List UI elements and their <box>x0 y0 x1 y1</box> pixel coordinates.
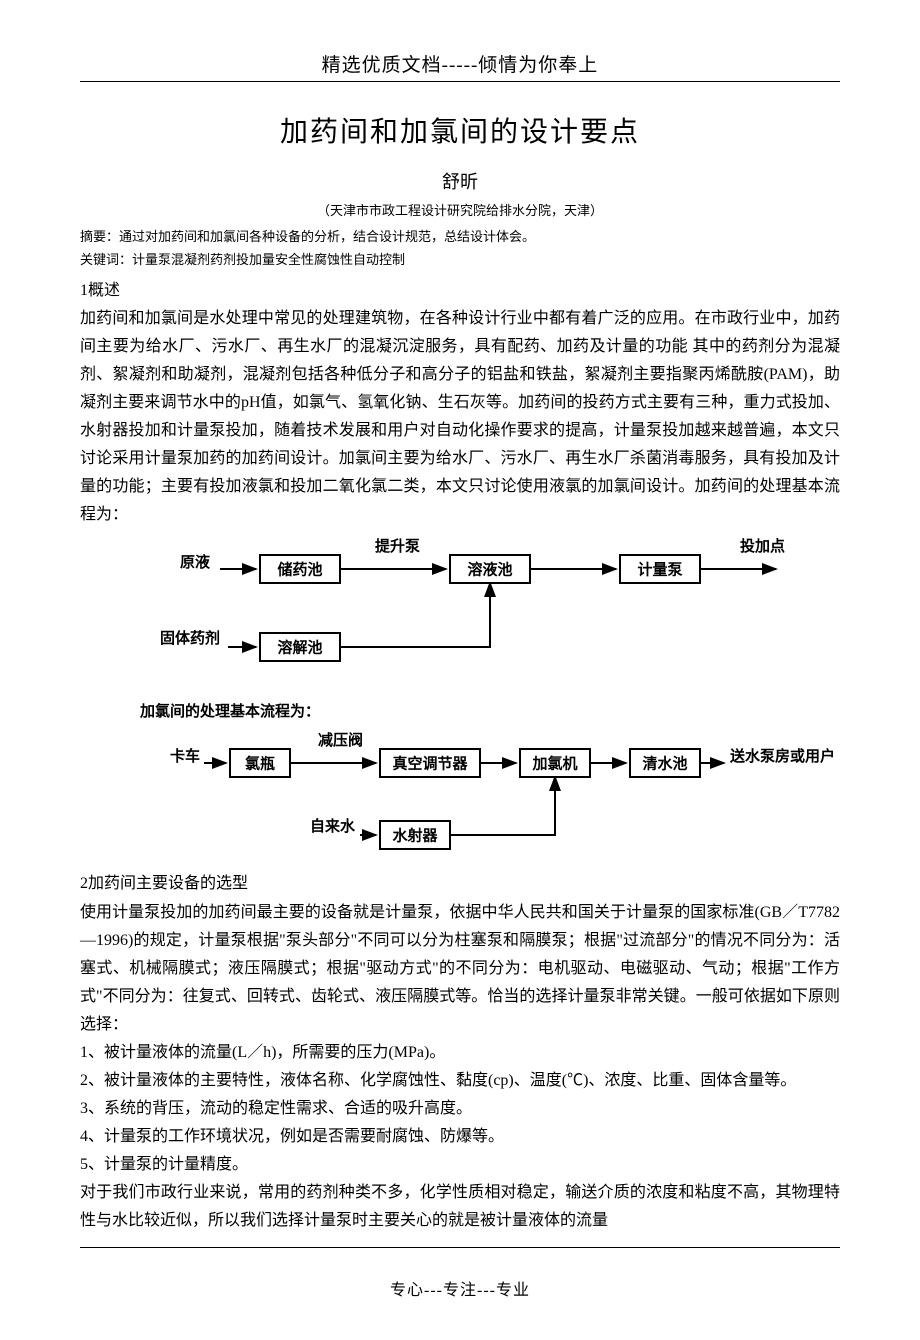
svg-text:原液: 原液 <box>180 553 211 571</box>
svg-text:减压阀: 减压阀 <box>318 731 363 749</box>
footer-rule <box>80 1247 840 1248</box>
flowchart-dosing: 原液 储药池 提升泵溶液池 计量泵 投加点固体药剂溶解池 <box>140 537 840 682</box>
section-2-heading: 2加药间主要设备的选型 <box>80 870 840 899</box>
svg-text:自来水: 自来水 <box>310 817 356 835</box>
page-footer: 专心---专注---专业 <box>80 1276 840 1300</box>
affiliation: （天津市市政工程设计研究院给排水分院，天津） <box>80 200 840 219</box>
svg-text:计量泵: 计量泵 <box>637 561 682 579</box>
svg-text:卡车: 卡车 <box>170 747 200 765</box>
section-2-li1: 1、被计量液体的流量(L／h)，所需要的压力(MPa)。 <box>80 1039 840 1067</box>
keywords: 关键词：计量泵混凝剂药剂投加量安全性腐蚀性自动控制 <box>80 250 840 271</box>
svg-text:投加点: 投加点 <box>740 537 785 555</box>
svg-text:真空调节器: 真空调节器 <box>392 755 468 773</box>
title: 加药间和加氯间的设计要点 <box>80 110 840 150</box>
section-2-li5: 5、计量泵的计量精度。 <box>80 1151 840 1179</box>
section-2-li3: 3、系统的背压，流动的稳定性需求、合适的吸升高度。 <box>80 1095 840 1123</box>
abstract-label: 摘要： <box>80 229 119 244</box>
svg-text:溶液池: 溶液池 <box>467 561 512 579</box>
section-2-li2: 2、被计量液体的主要特性，液体名称、化学腐蚀性、黏度(cp)、温度(℃)、浓度、… <box>80 1067 840 1095</box>
keywords-text: 计量泵混凝剂药剂投加量安全性腐蚀性自动控制 <box>132 252 405 267</box>
svg-text:提升泵: 提升泵 <box>375 538 420 555</box>
abstract: 摘要：通过对加药间和加氯间各种设备的分析，结合设计规范，总结设计体会。 <box>80 227 840 248</box>
svg-text:溶解池: 溶解池 <box>277 639 322 657</box>
svg-text:水射器: 水射器 <box>392 827 438 845</box>
author: 舒昕 <box>80 168 840 194</box>
svg-text:送水泵房或用户: 送水泵房或用户 <box>729 747 835 765</box>
flowchart-chlorine-svg: 卡车 氯瓶 减压阀真空调节器 加氯机 清水池 送水泵房或用户自来水水射器 <box>140 731 840 861</box>
svg-text:固体药剂: 固体药剂 <box>160 629 220 647</box>
flowchart-chlorine: 卡车 氯瓶 减压阀真空调节器 加氯机 清水池 送水泵房或用户自来水水射器 <box>140 731 840 866</box>
keywords-label: 关键词： <box>80 252 132 267</box>
flowchart-dosing-svg: 原液 储药池 提升泵溶液池 计量泵 投加点固体药剂溶解池 <box>140 537 800 677</box>
section-2-p2: 对于我们市政行业来说，常用的药剂种类不多，化学性质相对稳定，输送介质的浓度和粘度… <box>80 1179 840 1235</box>
svg-text:清水池: 清水池 <box>642 755 687 773</box>
abstract-text: 通过对加药间和加氯间各种设备的分析，结合设计规范，总结设计体会。 <box>119 229 535 244</box>
section-2-li4: 4、计量泵的工作环境状况，例如是否需要耐腐蚀、防爆等。 <box>80 1123 840 1151</box>
flowchart-chlorine-caption: 加氯间的处理基本流程为： <box>140 700 840 721</box>
header-rule <box>80 81 840 82</box>
svg-text:储药池: 储药池 <box>277 561 322 579</box>
section-1-p1: 加药间和加氯间是水处理中常见的处理建筑物，在各种设计行业中都有着广泛的应用。在市… <box>80 305 840 529</box>
svg-text:加氯机: 加氯机 <box>531 755 577 773</box>
page-header: 精选优质文档-----倾情为你奉上 <box>80 50 840 77</box>
section-1-heading: 1概述 <box>80 277 840 306</box>
document-page: 精选优质文档-----倾情为你奉上 加药间和加氯间的设计要点 舒昕 （天津市市政… <box>0 0 920 1340</box>
svg-text:氯瓶: 氯瓶 <box>245 755 275 773</box>
section-2-p1: 使用计量泵投加的加药间最主要的设备就是计量泵，依据中华人民共和国关于计量泵的国家… <box>80 899 840 1039</box>
